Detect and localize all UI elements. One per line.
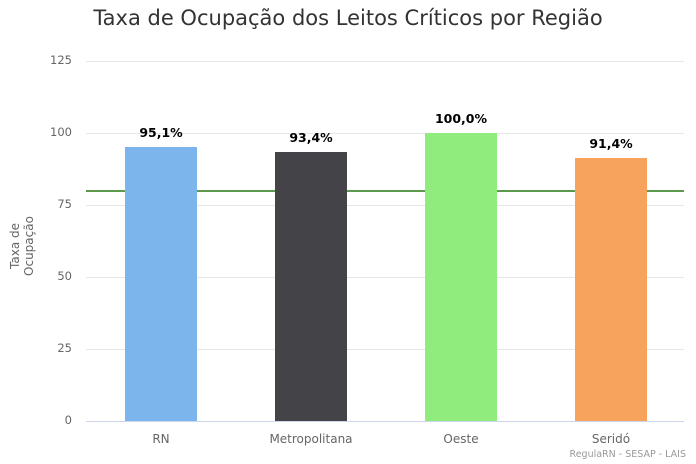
reference-line xyxy=(86,189,684,192)
x-category-label: RN xyxy=(152,432,170,446)
x-category-label: Seridó xyxy=(591,432,631,446)
gridline xyxy=(86,133,684,134)
bar-metropolitana[interactable] xyxy=(275,152,347,421)
bar-seridó[interactable] xyxy=(575,157,647,421)
y-tick-label: 0 xyxy=(64,413,72,427)
x-axis-line xyxy=(86,421,684,422)
bar-rn[interactable] xyxy=(125,147,197,421)
gridline xyxy=(86,61,684,62)
y-tick-label: 125 xyxy=(50,53,72,67)
data-label: 95,1% xyxy=(139,125,183,141)
bar-oeste[interactable] xyxy=(425,133,497,421)
x-category-label: Oeste xyxy=(443,432,479,446)
y-tick-label: 100 xyxy=(50,125,72,139)
data-label: 100,0% xyxy=(434,111,488,126)
chart-title: Taxa de Ocupação dos Leitos Críticos por… xyxy=(93,6,603,30)
x-category-label: Metropolitana xyxy=(269,432,353,446)
y-tick-label: 50 xyxy=(57,269,72,283)
gridline xyxy=(86,277,684,278)
data-label: 91,4% xyxy=(589,135,633,151)
gridline xyxy=(86,205,684,206)
chart-credit[interactable]: RegulaRN - SESAP - LAIS xyxy=(569,449,686,460)
data-label: 93,4% xyxy=(289,130,333,145)
y-tick-label: 25 xyxy=(57,341,72,355)
gridline xyxy=(86,349,684,350)
y-tick-label: 75 xyxy=(57,197,72,211)
